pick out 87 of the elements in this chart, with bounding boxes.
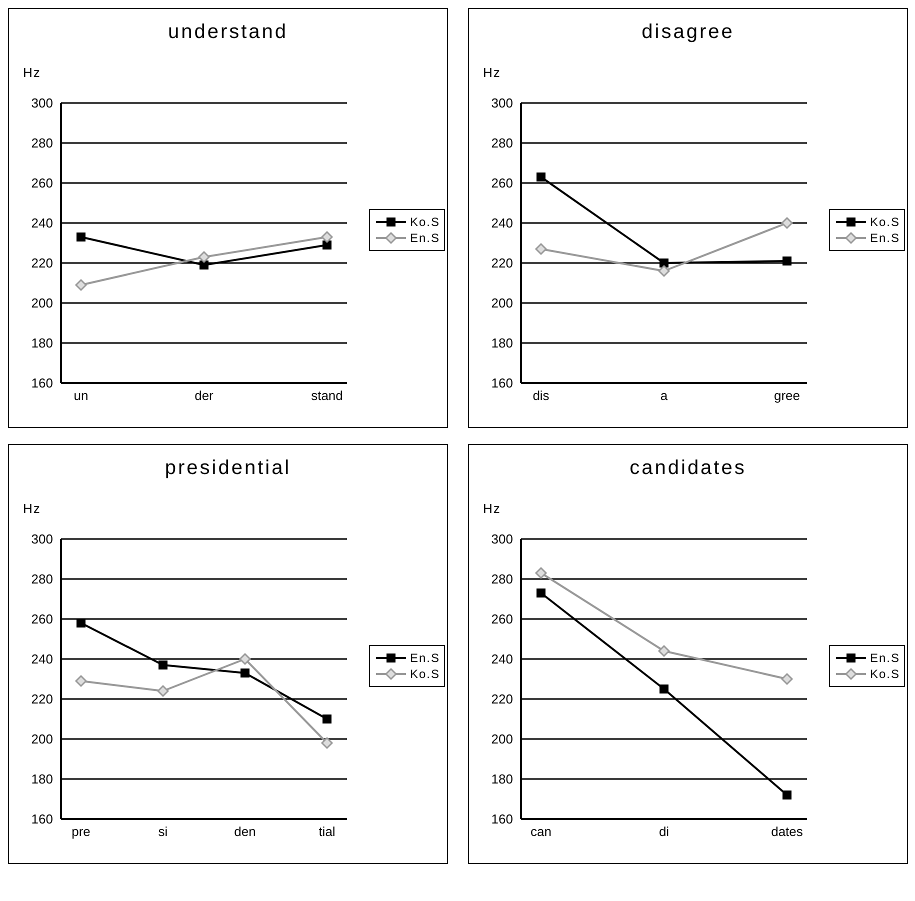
point [658,265,670,277]
point [782,256,792,266]
y-tick-label: 200 [31,732,53,747]
x-tick-label: un [74,388,88,404]
x-tick-label: di [658,824,670,840]
x-tick-label: can [530,824,552,840]
x-tick-label: a [660,388,668,404]
point [781,217,793,229]
chart-title: candidates [628,457,748,480]
point [200,260,208,270]
x-tick-label: dis [532,388,550,404]
point [321,737,333,749]
legend-label: En.S [870,231,900,245]
legend-label: En.S [410,231,440,245]
y-tick-label: 240 [491,216,513,231]
y-tick-label: 260 [491,612,513,627]
y-axis-title: Hz [483,65,501,80]
y-tick-label: 280 [31,136,53,151]
y-tick-label: 240 [31,216,53,231]
x-tick-label: si [158,824,168,840]
y-tick-label: 240 [31,652,53,667]
x-tick-label: dates [771,824,804,840]
y-tick-label: 200 [491,296,513,311]
point [76,618,86,628]
point [321,231,333,243]
y-tick-label: 300 [31,532,53,547]
y-tick-label: 160 [31,376,53,391]
y-tick-label: 200 [31,296,53,311]
point [536,172,546,182]
y-tick-label: 220 [491,256,513,271]
point [76,232,86,242]
chart-title: presidential [164,457,292,480]
point [658,645,670,657]
y-tick-label: 220 [31,256,53,271]
point [322,240,332,250]
y-tick-label: 220 [31,692,53,707]
y-tick-label: 180 [31,772,53,787]
y-tick-label: 300 [31,96,53,111]
point [535,567,547,579]
legend-label: Ko.S [870,215,900,229]
y-tick-label: 280 [491,572,513,587]
point [75,279,87,291]
point [660,258,668,268]
point [535,243,547,255]
y-axis-title: Hz [483,501,501,516]
legend-label: En.S [410,651,440,665]
point [239,653,251,665]
y-tick-label: 180 [491,772,513,787]
y-tick-label: 200 [491,732,513,747]
x-tick-label: stand [311,388,343,404]
y-tick-label: 300 [491,96,513,111]
y-tick-label: 160 [491,812,513,827]
y-tick-label: 260 [31,612,53,627]
x-tick-label: tial [318,824,336,840]
point [158,660,168,670]
x-tick-label: den [234,824,256,840]
legend-label: Ko.S [410,667,440,681]
y-tick-label: 260 [491,176,513,191]
chart-title: understand [166,21,290,44]
y-axis-title: Hz [23,501,41,516]
y-tick-label: 300 [491,532,513,547]
x-tick-label: pre [72,824,90,840]
point [536,588,546,598]
point [157,685,169,697]
point [322,714,332,724]
point [198,251,210,263]
x-tick-label: der [194,388,214,404]
legend-label: Ko.S [410,215,440,229]
chart-title: disagree [640,21,736,44]
point [660,684,668,694]
y-tick-label: 280 [31,572,53,587]
x-tick-label: gree [774,388,800,404]
point [782,790,792,800]
y-tick-label: 240 [491,652,513,667]
y-axis-title: Hz [23,65,41,80]
legend-label: En.S [870,651,900,665]
y-tick-label: 260 [31,176,53,191]
point [781,673,793,685]
y-tick-label: 180 [491,336,513,351]
y-tick-label: 160 [31,812,53,827]
legend-label: Ko.S [870,667,900,681]
y-tick-label: 280 [491,136,513,151]
y-tick-label: 180 [31,336,53,351]
point [240,668,250,678]
y-tick-label: 160 [491,376,513,391]
point [75,675,87,687]
y-tick-label: 220 [491,692,513,707]
